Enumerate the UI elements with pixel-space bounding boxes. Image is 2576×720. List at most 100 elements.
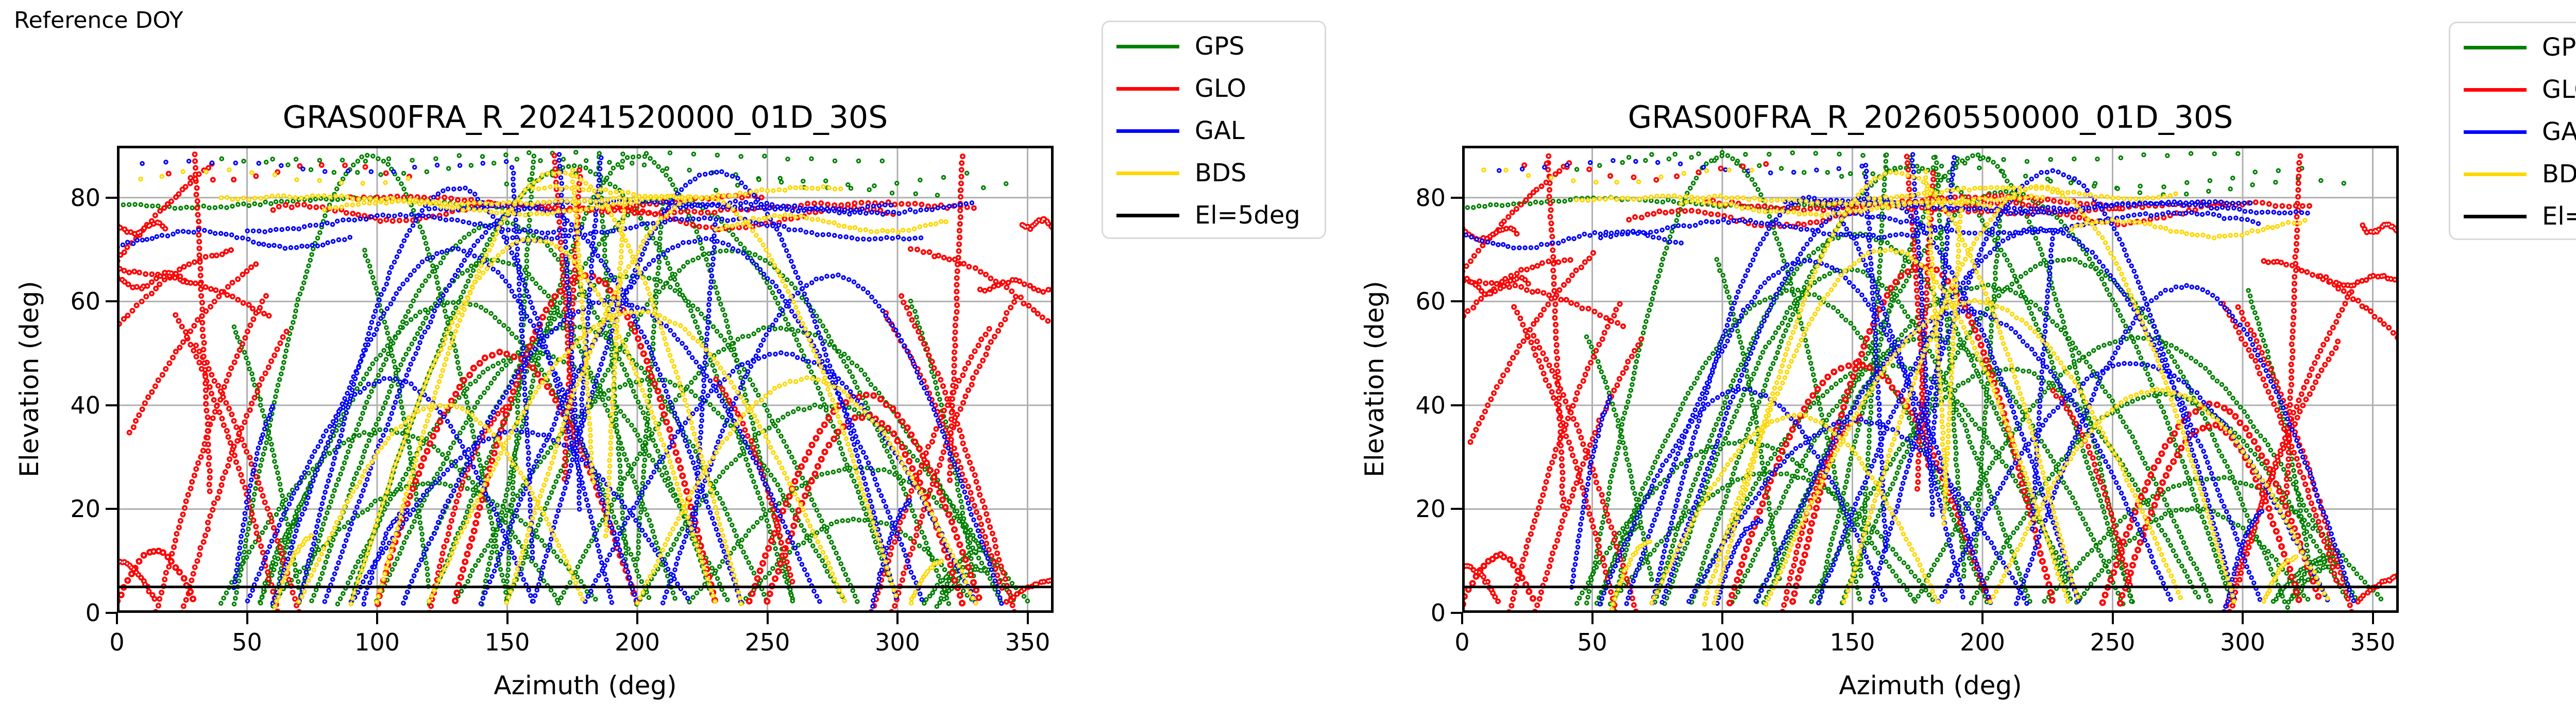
y-tick-label: 80 bbox=[70, 183, 100, 212]
satellite-track-marker-core bbox=[1713, 171, 2080, 604]
satellite-track-marker-core bbox=[272, 482, 314, 607]
x-tick bbox=[2111, 613, 2114, 624]
satellite-track-gps bbox=[219, 155, 640, 178]
glo-line-swatch bbox=[1116, 87, 1179, 91]
satellite-track-bds bbox=[218, 193, 692, 208]
satellite-track-glo bbox=[152, 287, 270, 613]
satellite-track-marker-core bbox=[167, 162, 430, 182]
satellite-track-marker-core bbox=[194, 342, 300, 613]
x-tick-label: 100 bbox=[1700, 628, 1745, 656]
satellite-track-marker-core bbox=[1755, 309, 2174, 605]
satellite-track-glo bbox=[2117, 421, 2303, 607]
satellite-track-marker-core bbox=[2263, 552, 2298, 602]
satellite-track-gal bbox=[1816, 226, 2264, 606]
x-tick-label: 200 bbox=[1960, 628, 2005, 656]
satellite-track-glo bbox=[2360, 215, 2399, 243]
satellite-track-marker-core bbox=[1765, 299, 2183, 605]
y-tick bbox=[1451, 612, 1462, 614]
legend-row-el5: El=5deg bbox=[2450, 195, 2576, 237]
satellite-track-gps bbox=[2270, 556, 2329, 610]
satellite-track-marker-core bbox=[376, 172, 742, 605]
x-tick-label: 0 bbox=[1454, 628, 1470, 656]
satellite-track-glo bbox=[117, 213, 173, 241]
satellite-track-marker-core bbox=[1868, 185, 2181, 200]
satellite-track-gps bbox=[218, 427, 562, 606]
satellite-track-marker-core bbox=[1466, 196, 1843, 210]
satellite-track-marker-core bbox=[662, 273, 1003, 605]
satellite-track-marker-core bbox=[1914, 336, 2358, 602]
y-tick bbox=[1451, 300, 1462, 303]
satellite-track-marker-core bbox=[1870, 169, 2236, 604]
legend-left: GPS GLO GAL BDS El=5deg bbox=[1101, 21, 1326, 239]
x-tick-label: 350 bbox=[1005, 628, 1050, 656]
satellite-track-bds bbox=[713, 212, 953, 235]
bds-line-swatch bbox=[2464, 172, 2527, 176]
satellite-track-bds bbox=[117, 166, 432, 188]
y-tick bbox=[106, 612, 117, 614]
satellite-track-marker-core bbox=[2362, 221, 2399, 237]
satellite-track-glo bbox=[868, 325, 992, 613]
gal-line-swatch bbox=[1116, 129, 1179, 133]
satellite-track-marker-core bbox=[1021, 215, 1054, 232]
satellite-track-marker-core bbox=[350, 238, 716, 605]
legend-row-gal: GAL bbox=[1103, 110, 1325, 152]
x-tick-label: 150 bbox=[1829, 628, 1875, 656]
x-tick-label: 0 bbox=[109, 628, 125, 656]
sky-track-plot-left bbox=[117, 146, 1054, 613]
satellite-track-marker-core bbox=[298, 221, 717, 604]
y-tick bbox=[106, 196, 117, 199]
satellite-track-marker-core bbox=[2247, 289, 2314, 584]
legend-label-gps: GPS bbox=[2542, 33, 2576, 62]
satellite-track-marker-core bbox=[1599, 388, 1887, 605]
satellite-track-marker-core bbox=[909, 248, 1052, 328]
x-tick-label: 150 bbox=[484, 628, 530, 656]
x-tick-label: 50 bbox=[1577, 628, 1607, 656]
satellite-track-marker-core bbox=[1498, 159, 1865, 174]
legend-label-gal: GAL bbox=[1195, 116, 1245, 145]
satellite-track-marker-core bbox=[571, 169, 595, 483]
satellite-track-marker-core bbox=[948, 155, 964, 484]
x-tick-label: 100 bbox=[354, 628, 400, 656]
satellite-track-glo bbox=[117, 543, 199, 606]
satellite-track-marker-core bbox=[1469, 250, 1599, 443]
plot-title-left: GRAS00FRA_R_20241520000_01D_30S bbox=[282, 99, 888, 135]
satellite-track-marker-core bbox=[936, 547, 981, 608]
satellite-track-marker-core bbox=[117, 168, 430, 186]
x-tick-label: 250 bbox=[2090, 628, 2136, 656]
satellite-track-marker-core bbox=[557, 326, 1003, 604]
satellite-track-gps bbox=[1652, 230, 2074, 605]
legend-label-bds: BDS bbox=[2542, 160, 2576, 188]
satellite-track-marker-core bbox=[505, 164, 977, 190]
y-tick bbox=[106, 404, 117, 406]
satellite-track-marker-core bbox=[272, 247, 638, 605]
gps-line-swatch bbox=[1116, 44, 1179, 48]
satellite-track-gal bbox=[348, 427, 692, 605]
legend-label-glo: GLO bbox=[1195, 74, 1247, 103]
satellite-track-marker-core bbox=[1575, 194, 2046, 206]
satellite-track-marker-core bbox=[558, 153, 581, 512]
satellite-track-marker-core bbox=[1510, 300, 1616, 613]
x-tick bbox=[376, 613, 378, 624]
satellite-track-marker-core bbox=[1462, 563, 1499, 604]
legend-label-gps: GPS bbox=[1195, 32, 1245, 61]
y-tick-label: 40 bbox=[1415, 391, 1446, 419]
x-tick bbox=[1591, 613, 1594, 624]
sky-track-plot-right bbox=[1462, 146, 2399, 613]
satellite-track-marker-core bbox=[693, 224, 717, 535]
y-tick-label: 60 bbox=[70, 287, 100, 316]
satellite-track-marker-core bbox=[1463, 278, 1628, 329]
satellite-track-marker-core bbox=[1531, 331, 1637, 612]
satellite-track-marker-core bbox=[1651, 414, 1940, 604]
satellite-track-marker-core bbox=[1688, 418, 2028, 605]
x-tick-label: 50 bbox=[232, 628, 262, 656]
satellite-track-glo bbox=[1462, 269, 1533, 303]
x-tick-label: 300 bbox=[2220, 628, 2265, 656]
y-tick-label: 20 bbox=[70, 495, 100, 523]
satellite-track-marker-core bbox=[636, 376, 977, 604]
satellite-track-marker-core bbox=[1570, 393, 1612, 588]
legend-row-el5: El=5deg bbox=[1103, 194, 1325, 236]
legend-label-glo: GLO bbox=[2542, 75, 2576, 104]
satellite-track-gal bbox=[2029, 230, 2056, 532]
satellite-track-glo bbox=[764, 411, 966, 607]
satellite-track-bds bbox=[1678, 197, 1995, 218]
